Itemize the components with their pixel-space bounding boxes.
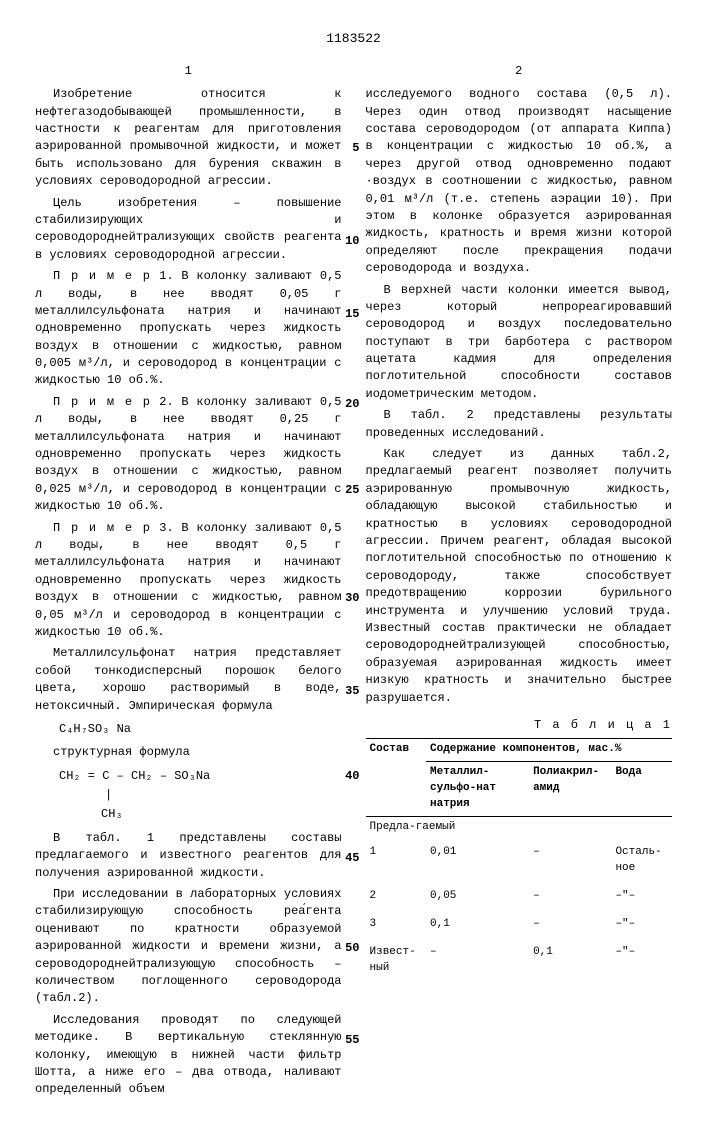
body-text: Цель изобретения – повышение стабилизиру… xyxy=(35,196,342,262)
example-number: 1. xyxy=(159,269,173,283)
table-cell: 1 xyxy=(366,839,427,883)
example-label: П р и м е р xyxy=(53,269,151,283)
table-header-content: Содержание компонентов, мас.% xyxy=(426,739,672,762)
paragraph: Изобретение относится к нефтегазодобываю… xyxy=(35,86,342,190)
line-number: 5 xyxy=(334,140,359,157)
body-text: В табл. 1 представлены составы предлагае… xyxy=(35,831,342,880)
example-number: 2. xyxy=(159,395,173,409)
table-cell: 0,1 xyxy=(529,939,611,983)
line-number: 45 xyxy=(327,850,359,867)
structural-formula: CH₂ = C – CH₂ – SO₃Na 40 xyxy=(59,768,342,785)
table-cell: 0,05 xyxy=(426,883,529,911)
line-number: 50 xyxy=(327,940,359,957)
table-cell: Осталь-ное xyxy=(611,839,672,883)
paragraph: П р и м е р 2. В колонку заливают 0,5 л … xyxy=(35,394,342,516)
composition-table: Состав Содержание компонентов, мас.% Мет… xyxy=(366,738,673,982)
table-cell: – xyxy=(529,883,611,911)
paragraph: В верхней части колонки имеется вывод, ч… xyxy=(366,282,673,404)
table-cell: –"– xyxy=(611,939,672,983)
table-cell: 3 xyxy=(366,911,427,939)
body-text: В колонку заливают 0,5 л воды, в нее вво… xyxy=(35,395,342,513)
paragraph: Металлилсульфонат натрия представляет со… xyxy=(35,645,342,715)
body-text: Металлилсульфонат натрия представляет со… xyxy=(35,646,342,712)
table-cell: 0,01 xyxy=(426,839,529,883)
table-header-compos: Состав xyxy=(366,739,427,817)
table-cell: – xyxy=(529,839,611,883)
body-text: Исследования проводят по следующей метод… xyxy=(35,1013,342,1097)
paragraph: П р и м е р 1. В колонку заливают 0,5 л … xyxy=(35,268,342,390)
table-cell: 2 xyxy=(366,883,427,911)
line-number: 20 xyxy=(327,396,359,413)
table-title: Т а б л и ц а 1 xyxy=(366,717,673,734)
body-text: В колонку заливают 0,5 л воды, в нее вво… xyxy=(35,269,342,387)
left-column: 1 Изобретение относится к нефтегазодобыв… xyxy=(35,63,342,1103)
right-column-number: 2 xyxy=(366,63,673,80)
paragraph: Исследования проводят по следующей метод… xyxy=(35,1012,342,1099)
table-cell: –"– xyxy=(611,883,672,911)
line-number: 55 xyxy=(327,1032,359,1049)
table-group-label: Предла-гаемый xyxy=(366,817,673,839)
example-label: П р и м е р xyxy=(53,395,151,409)
table-group-label: Извест-ный xyxy=(366,939,427,983)
line-number: 40 xyxy=(345,768,359,785)
paragraph: В табл. 1 представлены составы предлагае… xyxy=(35,830,342,882)
paragraph: В табл. 2 представлены результаты провед… xyxy=(366,407,673,442)
line-number: 15 xyxy=(327,306,359,323)
right-column: 2 исследуемого водного состава (0,5 л). … xyxy=(366,63,673,1103)
paragraph: Как следует из данных табл.2, предлагаем… xyxy=(366,446,673,707)
empirical-formula: C₄H₇SO₃ Na xyxy=(59,721,342,738)
example-label: П р и м е р xyxy=(53,521,151,535)
document-number: 1183522 xyxy=(35,30,672,49)
body-text: Изобретение относится к нефтегазодобываю… xyxy=(35,87,342,188)
table-cell: – xyxy=(426,939,529,983)
paragraph: Цель изобретения – повышение стабилизиру… xyxy=(35,195,342,265)
line-number: 35 xyxy=(327,683,359,700)
paragraph: П р и м е р 3. В колонку заливают 0,5 л … xyxy=(35,520,342,642)
table-cell: 0,1 xyxy=(426,911,529,939)
paragraph: При исследовании в лабораторных условиях… xyxy=(35,886,342,1008)
table-cell: – xyxy=(529,911,611,939)
table-subheader: Вода xyxy=(611,762,672,817)
table-cell: –"– xyxy=(611,911,672,939)
example-number: 3. xyxy=(159,521,173,535)
formula-line: CH₂ = C – CH₂ – SO₃Na xyxy=(59,769,210,783)
formula-sub: CH₃ xyxy=(101,806,342,823)
left-column-number: 1 xyxy=(35,63,342,80)
body-text: При исследовании в лабораторных условиях… xyxy=(35,887,342,1005)
line-number: 25 xyxy=(327,482,359,499)
table-subheader: Полиакрил-амид xyxy=(529,762,611,817)
paragraph: исследуемого водного состава (0,5 л). Че… xyxy=(366,86,673,277)
line-number: 30 xyxy=(327,590,359,607)
table-subheader: Металлил-сульфо-нат натрия xyxy=(426,762,529,817)
structural-formula-label: структурная формула xyxy=(53,744,342,761)
line-number: 10 xyxy=(327,233,359,250)
formula-bar: | xyxy=(105,787,342,804)
body-text: В колонку заливают 0,5 л воды, в нее вво… xyxy=(35,521,342,639)
two-column-layout: 1 Изобретение относится к нефтегазодобыв… xyxy=(35,63,672,1103)
